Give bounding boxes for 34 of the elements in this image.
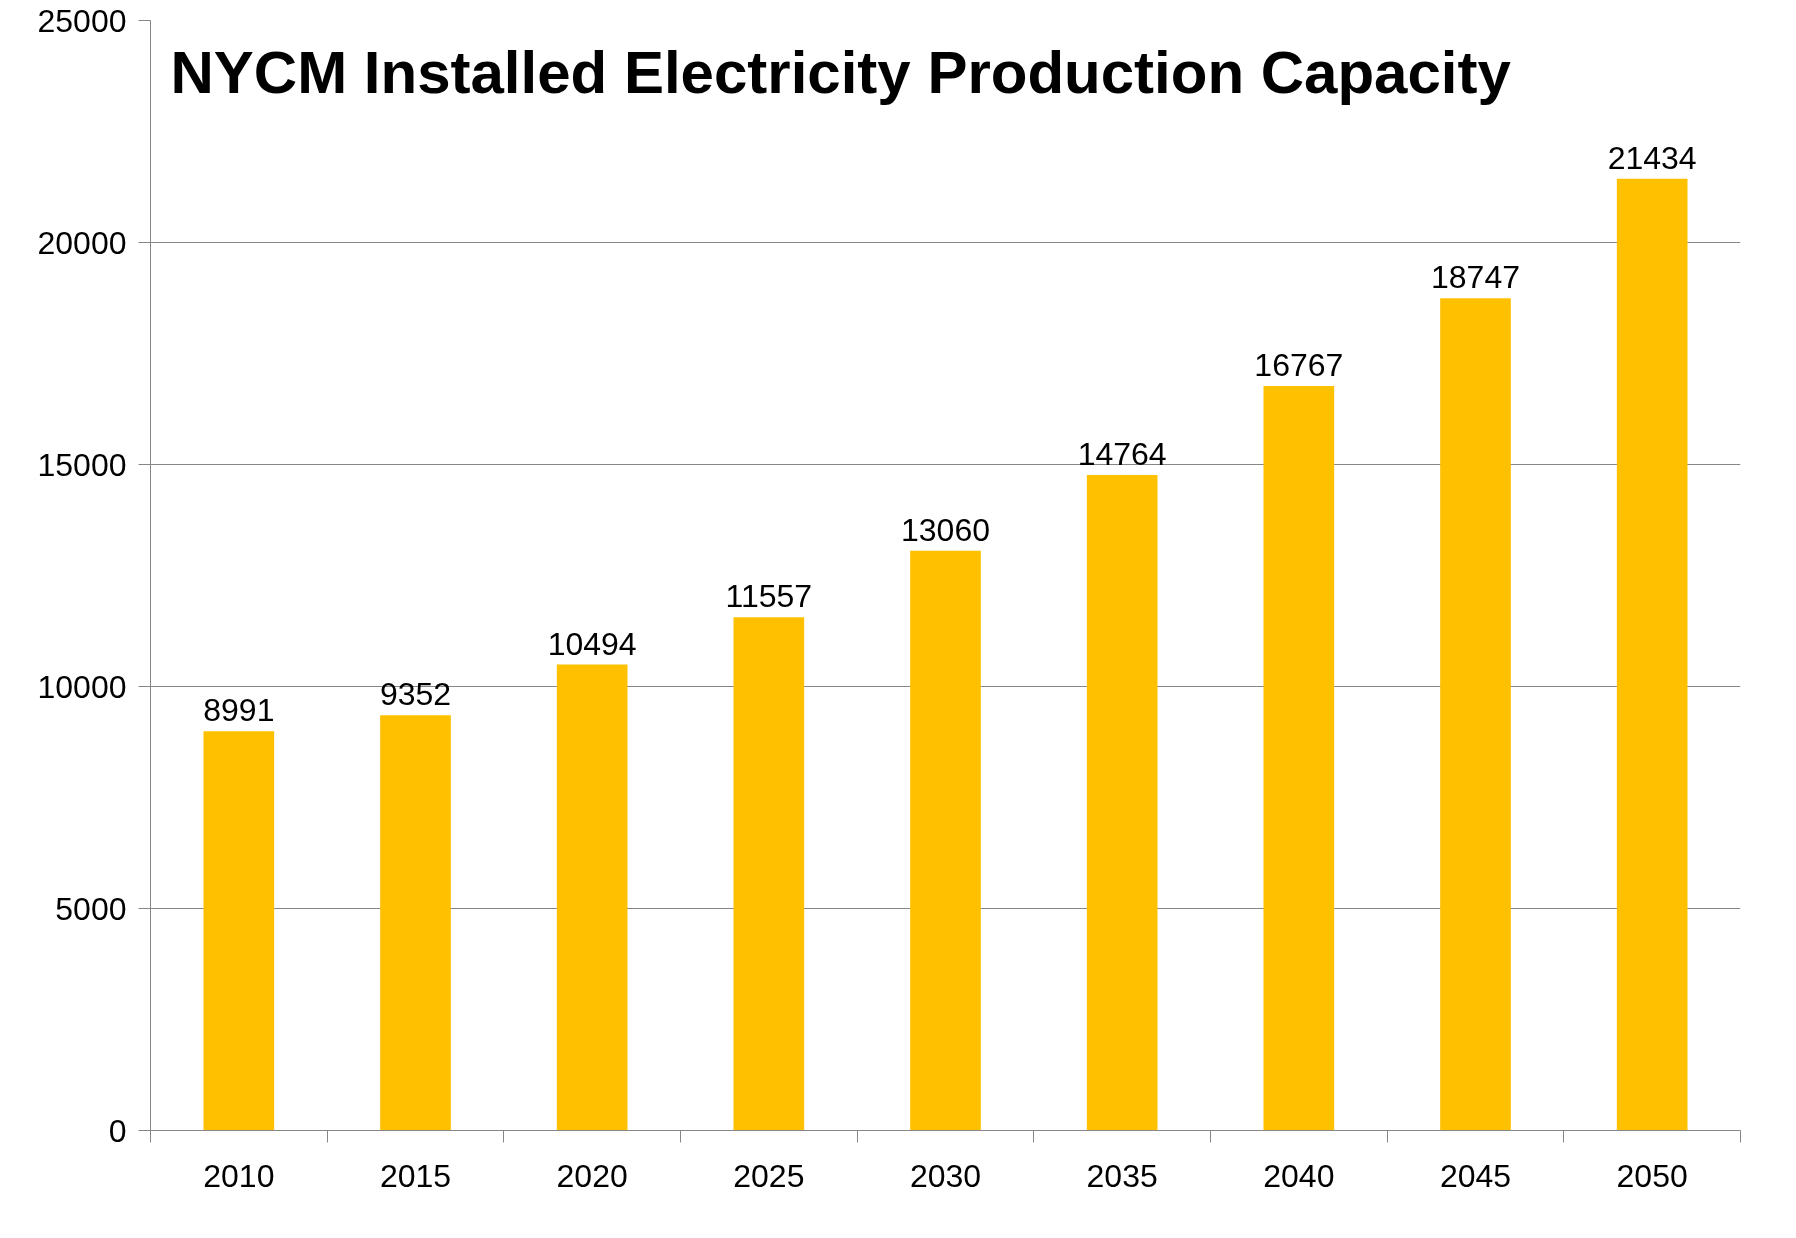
bar (380, 715, 451, 1131)
data-label: 8991 (203, 692, 275, 729)
data-label: 21434 (1607, 139, 1697, 176)
x-tick-label: 2045 (1439, 1157, 1512, 1194)
bar (1616, 178, 1688, 1131)
y-tick-label: 10000 (37, 668, 127, 705)
x-tick-label: 2040 (1263, 1157, 1335, 1194)
bar (556, 664, 628, 1131)
x-tick-label: 2025 (733, 1157, 805, 1194)
y-tick-label: 0 (108, 1112, 127, 1149)
x-tick-label: 2015 (379, 1157, 452, 1194)
x-tick-label: 2035 (1086, 1157, 1158, 1194)
y-tick-label: 25000 (37, 2, 127, 39)
chart-title: NYCM Installed Electricity Production Capacity (170, 38, 1512, 106)
bar (1086, 474, 1158, 1131)
data-label: 11557 (725, 578, 813, 615)
x-tick-label: 2030 (909, 1157, 982, 1194)
data-label: 9352 (379, 676, 452, 713)
bar (1263, 386, 1335, 1131)
data-label: 16767 (1254, 347, 1344, 384)
bar (203, 731, 275, 1131)
data-label: 14764 (1077, 435, 1167, 472)
y-tick-label: 15000 (37, 446, 127, 483)
data-label: 10494 (547, 625, 637, 662)
y-tick-label: 5000 (55, 890, 127, 927)
y-tick-label: 20000 (37, 224, 127, 261)
x-tick-label: 2020 (556, 1157, 628, 1194)
bar (1440, 298, 1511, 1131)
data-label: 18747 (1431, 259, 1520, 296)
data-label: 13060 (901, 511, 990, 548)
bar (910, 550, 981, 1131)
bar (733, 617, 805, 1131)
x-tick-label: 2010 (203, 1157, 275, 1194)
x-tick-label: 2050 (1616, 1157, 1688, 1194)
